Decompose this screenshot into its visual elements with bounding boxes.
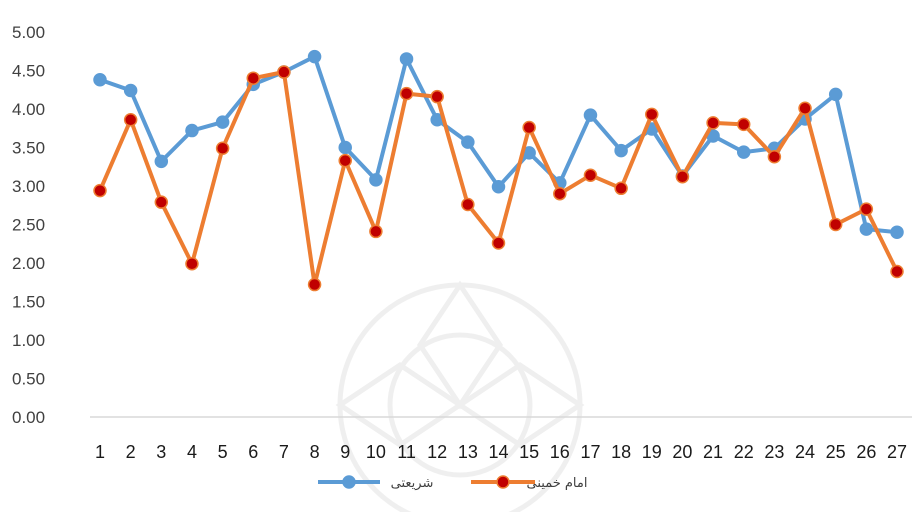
- x-tick-label: 18: [611, 442, 631, 462]
- x-tick-label: 1: [95, 442, 105, 462]
- data-point: [154, 154, 169, 169]
- y-tick-label: 4.50: [12, 62, 45, 81]
- x-tick-label: 12: [427, 442, 447, 462]
- x-tick-label: 6: [248, 442, 258, 462]
- data-point: [614, 181, 628, 196]
- data-point: [430, 89, 444, 104]
- y-tick-label: 2.50: [12, 216, 45, 235]
- x-tick-label: 3: [156, 442, 166, 462]
- legend-swatch-marker: [496, 475, 510, 489]
- x-tick-label: 4: [187, 442, 197, 462]
- y-tick-label: 1.50: [12, 293, 45, 312]
- legend-label: امام خمینی: [527, 476, 588, 491]
- x-tick-label: 20: [672, 442, 692, 462]
- data-point: [338, 140, 352, 155]
- data-point: [246, 71, 261, 85]
- series-layer: [93, 49, 904, 292]
- y-tick-label: 0.50: [12, 370, 45, 389]
- data-point: [706, 116, 720, 130]
- x-tick-label: 10: [366, 442, 386, 462]
- data-point: [369, 224, 383, 239]
- x-tick-label: 27: [887, 442, 907, 462]
- data-point: [369, 173, 383, 187]
- x-tick-label: 13: [458, 442, 478, 462]
- data-point: [185, 257, 199, 271]
- x-tick-label: 25: [826, 442, 846, 462]
- data-point: [93, 183, 107, 198]
- data-point: [338, 153, 352, 168]
- x-tick-label: 24: [795, 442, 815, 462]
- y-tick-label: 1.00: [12, 331, 45, 350]
- series-2: [93, 65, 904, 292]
- data-point: [399, 86, 414, 101]
- data-point: [859, 202, 874, 216]
- y-tick-label: 3.50: [12, 139, 45, 158]
- data-point: [461, 197, 475, 212]
- data-point: [491, 180, 506, 194]
- y-tick-label: 5.00: [12, 23, 45, 42]
- x-tick-label: 17: [580, 442, 600, 462]
- x-tick-label: 8: [310, 442, 320, 462]
- legend-label: شریعتی: [391, 476, 434, 491]
- data-point: [461, 135, 475, 149]
- data-point: [522, 120, 536, 135]
- data-point: [675, 170, 690, 184]
- y-tick-label: 3.00: [12, 177, 45, 196]
- data-point: [767, 149, 782, 164]
- data-point: [736, 117, 751, 132]
- x-tick-label: 26: [856, 442, 876, 462]
- legend-swatch-marker: [342, 475, 356, 489]
- data-point: [307, 277, 322, 292]
- data-point: [859, 222, 874, 236]
- data-point: [645, 107, 659, 122]
- legend-item: امام خمینی: [471, 475, 588, 491]
- legend-item: شریعتی: [318, 475, 434, 491]
- data-point: [491, 236, 506, 250]
- y-tick-label: 0.00: [12, 408, 45, 427]
- y-tick-label: 2.00: [12, 254, 45, 273]
- x-tick-label: 22: [734, 442, 754, 462]
- data-point: [828, 87, 843, 102]
- data-point: [123, 113, 138, 127]
- x-tick-label: 21: [703, 442, 723, 462]
- x-tick-label: 5: [218, 442, 228, 462]
- y-axis-labels: 0.00 0.50 1.00 1.50 2.00 2.50 3.00 3.50 4.00 4.50…: [12, 23, 45, 427]
- data-point: [583, 168, 598, 182]
- x-tick-label: 16: [550, 442, 570, 462]
- data-point: [890, 225, 904, 239]
- data-point: [553, 186, 567, 201]
- data-point: [93, 72, 107, 87]
- x-tick-label: 2: [126, 442, 136, 462]
- x-tick-label: 19: [642, 442, 662, 462]
- data-point: [215, 141, 230, 156]
- data-point: [890, 264, 904, 279]
- data-point: [399, 52, 414, 66]
- data-point: [828, 217, 843, 232]
- x-tick-label: 15: [519, 442, 539, 462]
- data-point: [277, 65, 291, 79]
- data-point: [798, 101, 812, 115]
- data-point: [614, 143, 628, 158]
- x-tick-label: 9: [340, 442, 350, 462]
- x-axis-labels: 1 2 3 4 5 6 7 8 9 10 11 12 13 14 15 16 17 18 19 20 21 22 23 24 2…: [95, 442, 907, 462]
- x-tick-label: 23: [764, 442, 784, 462]
- data-point: [736, 145, 751, 159]
- data-point: [215, 115, 230, 129]
- y-tick-label: 4.00: [12, 100, 45, 119]
- data-point: [123, 83, 138, 98]
- series-line: [98, 70, 899, 287]
- data-point: [307, 49, 322, 64]
- watermark-logo: [335, 280, 585, 512]
- x-tick-label: 14: [488, 442, 508, 462]
- data-point: [185, 123, 199, 138]
- data-point: [154, 195, 169, 209]
- x-tick-label: 11: [397, 442, 416, 462]
- legend: امام خمینی شریعتی: [318, 475, 588, 491]
- x-tick-label: 7: [279, 442, 289, 462]
- data-point: [583, 108, 598, 122]
